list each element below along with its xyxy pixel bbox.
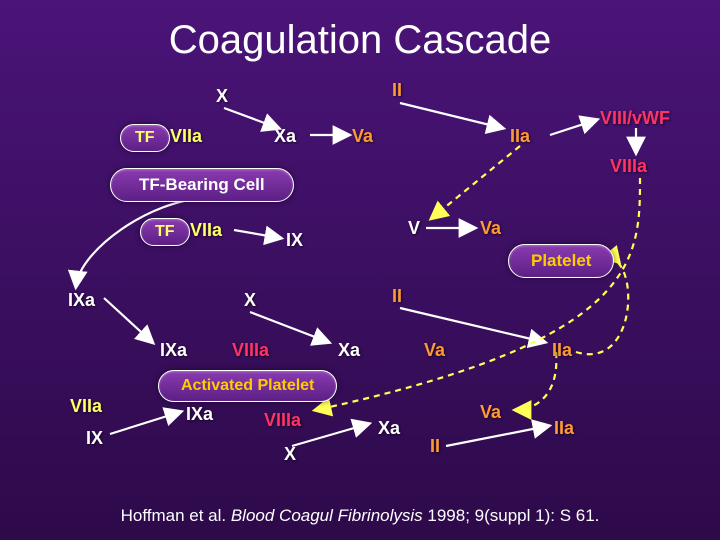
node-viiia2: VIIIa (232, 340, 269, 361)
node-tf1: TF (120, 124, 170, 152)
arrow-6 (76, 198, 206, 286)
node-x_bot: X (284, 444, 296, 465)
node-ixa_l: IXa (68, 290, 95, 311)
arrow-12 (292, 424, 368, 446)
node-v_mid: V (408, 218, 420, 239)
node-va1: Va (352, 126, 373, 147)
arrow-13 (446, 426, 548, 446)
arrow-0 (224, 108, 278, 128)
arrow-5 (234, 230, 280, 238)
node-ixa3: IXa (186, 404, 213, 425)
citation-ref: 1998; 9(suppl 1): S 61. (423, 506, 600, 525)
node-viii_vwf: VIII/vWF (600, 108, 670, 129)
node-va3: Va (480, 402, 501, 423)
node-viia3: VIIa (70, 396, 102, 417)
arrow-layer (0, 0, 720, 540)
citation-journal: Blood Coagul Fibrinolysis (231, 506, 423, 525)
node-xa1: Xa (274, 126, 296, 147)
node-viia2: VIIa (190, 220, 222, 241)
arrow-10 (400, 308, 544, 342)
node-va2: Va (424, 340, 445, 361)
node-ii_top: II (392, 80, 402, 101)
node-ixa2: IXa (160, 340, 187, 361)
arrow-3 (550, 120, 596, 135)
arrow-14 (432, 146, 520, 218)
node-viiia3: VIIIa (264, 410, 301, 431)
node-ii_bot: II (430, 436, 440, 457)
node-platelet: Platelet (508, 244, 614, 278)
node-ii_mid: II (392, 286, 402, 307)
arrow-15 (516, 352, 556, 410)
page-title: Coagulation Cascade (0, 18, 720, 63)
node-x_top: X (216, 86, 228, 107)
node-ix1: IX (286, 230, 303, 251)
node-tfcell: TF-Bearing Cell (110, 168, 294, 202)
node-actplate: Activated Platelet (158, 370, 337, 402)
arrow-8 (104, 298, 152, 342)
node-iia3: IIa (554, 418, 574, 439)
node-ix3: IX (86, 428, 103, 449)
node-viiia_r: VIIIa (610, 156, 647, 177)
node-xa2: Xa (338, 340, 360, 361)
arrow-17 (316, 178, 640, 410)
node-tf2: TF (140, 218, 190, 246)
citation: Hoffman et al. Blood Coagul Fibrinolysis… (0, 506, 720, 526)
node-iia1: IIa (510, 126, 530, 147)
node-xa3: Xa (378, 418, 400, 439)
node-iia2: IIa (552, 340, 572, 361)
node-viia1: VIIa (170, 126, 202, 147)
citation-author: Hoffman et al. (121, 506, 231, 525)
arrow-2 (400, 103, 502, 128)
node-va_mid: Va (480, 218, 501, 239)
arrow-11 (110, 412, 180, 434)
arrow-9 (250, 312, 328, 342)
node-x_mid: X (244, 290, 256, 311)
